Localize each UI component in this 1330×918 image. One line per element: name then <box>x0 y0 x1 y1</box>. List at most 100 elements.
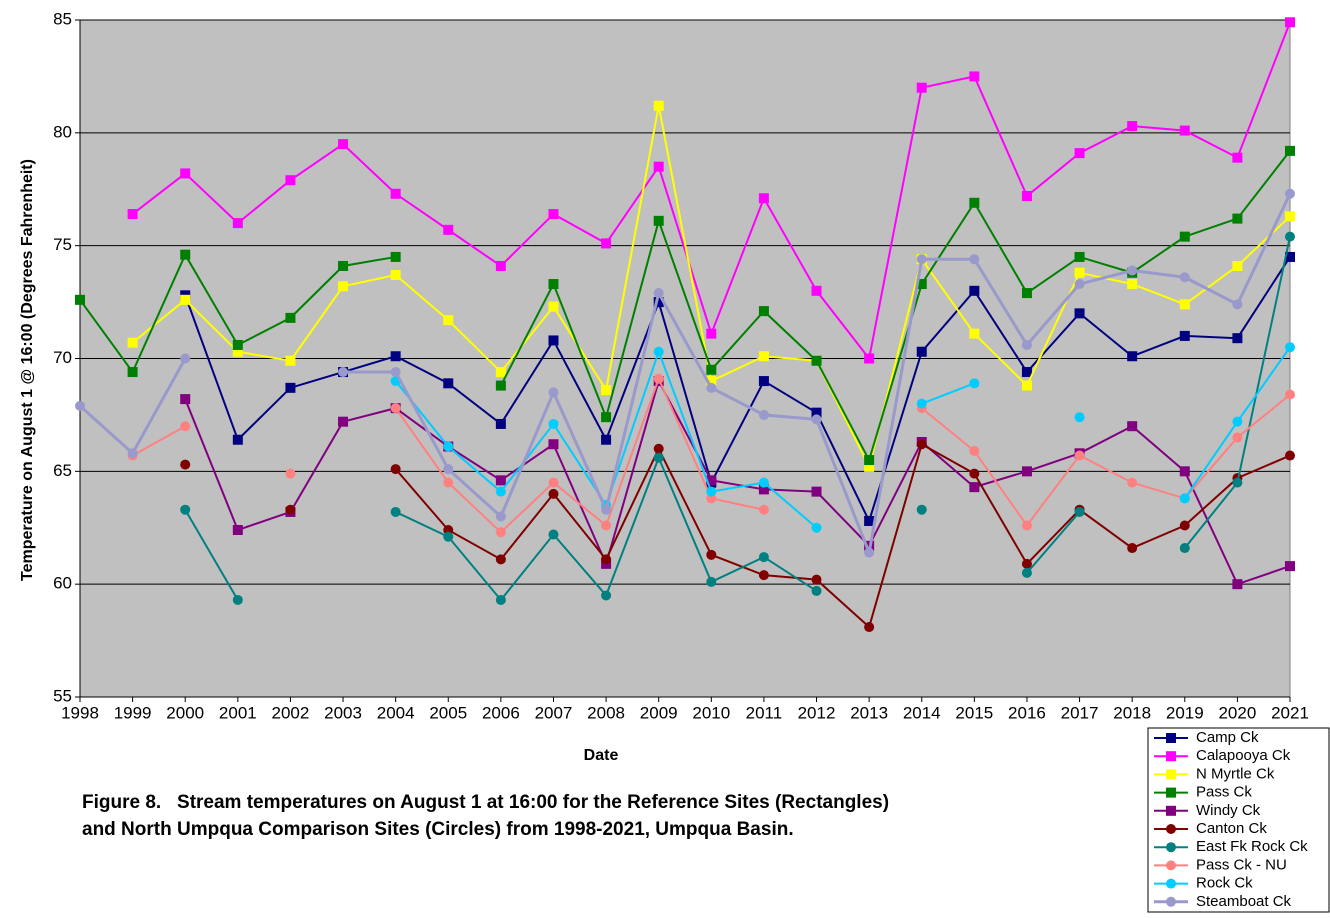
series-line <box>132 376 1291 534</box>
data-point <box>1285 450 1295 461</box>
data-point <box>75 400 85 411</box>
data-point <box>390 351 401 362</box>
data-point <box>338 139 349 150</box>
data-point <box>443 531 454 542</box>
data-point <box>338 367 349 378</box>
data-point <box>706 328 717 339</box>
data-point <box>601 504 612 515</box>
data-point <box>1179 272 1190 283</box>
data-point <box>758 484 769 495</box>
data-point <box>390 403 401 414</box>
legend-marker <box>1166 842 1176 853</box>
legend-label: Steamboat Ck <box>1196 893 1292 910</box>
data-point <box>758 409 769 420</box>
data-point <box>758 351 769 362</box>
x-tick-label: 2016 <box>1008 703 1046 722</box>
data-point <box>706 364 717 375</box>
data-point <box>1074 412 1085 423</box>
data-point <box>1179 330 1190 341</box>
legend-marker <box>1166 824 1176 834</box>
data-point <box>548 439 559 450</box>
legend-label: N Myrtle Ck <box>1196 765 1275 782</box>
data-point <box>285 355 296 366</box>
data-point <box>969 254 980 265</box>
data-point <box>601 520 612 531</box>
data-point <box>548 279 559 290</box>
data-point <box>1127 121 1138 132</box>
data-point <box>548 301 559 312</box>
data-point <box>1285 211 1295 222</box>
x-tick-label: 2019 <box>1166 703 1204 722</box>
data-point <box>601 238 612 249</box>
data-point <box>1179 299 1190 310</box>
data-point <box>864 461 875 472</box>
data-point <box>653 297 664 308</box>
data-point <box>706 382 717 393</box>
data-point <box>1285 17 1295 28</box>
legend-box <box>1147 727 1330 913</box>
x-tick-label: 2008 <box>587 703 625 722</box>
data-point <box>1232 213 1243 224</box>
y-tick-label: 60 <box>53 574 72 593</box>
data-point <box>601 385 612 396</box>
data-point <box>180 249 191 260</box>
data-point <box>443 315 454 326</box>
legend-label: Rock Ck <box>1196 875 1253 892</box>
x-tick-label: 2015 <box>955 703 993 722</box>
data-point <box>1021 380 1032 391</box>
x-tick-label: 1999 <box>114 703 152 722</box>
data-point <box>1021 339 1032 350</box>
x-tick-label: 2003 <box>324 703 362 722</box>
caption-line: and North Umpqua Comparison Sites (Circl… <box>82 819 794 840</box>
caption-line: Figure 8. Stream temperatures on August … <box>82 792 889 813</box>
data-point <box>180 459 191 470</box>
x-tick-label: 2009 <box>640 703 678 722</box>
data-point <box>548 477 559 488</box>
data-point <box>548 209 559 220</box>
data-point <box>864 622 875 633</box>
data-point <box>1127 477 1138 488</box>
data-point <box>180 353 191 364</box>
data-point <box>1021 558 1032 569</box>
data-point <box>1021 567 1032 578</box>
y-tick-label: 80 <box>53 122 72 141</box>
data-point <box>1021 288 1032 299</box>
data-point <box>1232 432 1243 443</box>
data-point <box>1127 421 1138 432</box>
data-point <box>1179 231 1190 242</box>
data-point <box>706 475 717 486</box>
data-point <box>706 486 717 497</box>
data-point <box>548 488 559 499</box>
data-point <box>1232 416 1243 427</box>
x-tick-label: 2020 <box>1218 703 1256 722</box>
data-point <box>495 260 506 271</box>
legend-marker <box>1166 733 1176 743</box>
legend-marker <box>1166 878 1176 889</box>
data-point <box>390 251 401 262</box>
data-point <box>390 367 401 378</box>
data-point <box>758 504 769 515</box>
data-point <box>916 439 927 450</box>
data-point <box>1179 125 1190 136</box>
series-line <box>394 442 1291 629</box>
data-point <box>811 522 822 533</box>
data-point <box>969 285 980 296</box>
data-point <box>1127 265 1138 276</box>
x-tick-label: 2007 <box>535 703 573 722</box>
data-point <box>1074 148 1085 159</box>
data-point <box>916 346 927 357</box>
data-point <box>916 279 927 290</box>
data-point <box>338 281 349 292</box>
data-point <box>1021 520 1032 531</box>
data-point <box>706 376 717 387</box>
data-point <box>548 335 559 346</box>
data-point <box>864 515 875 526</box>
data-point <box>495 367 506 378</box>
data-point <box>1074 267 1085 278</box>
data-point <box>127 367 138 378</box>
data-point <box>285 504 296 515</box>
y-tick-label: 70 <box>53 348 72 367</box>
data-point <box>1021 191 1032 202</box>
data-point <box>495 475 506 486</box>
data-point <box>811 414 822 425</box>
